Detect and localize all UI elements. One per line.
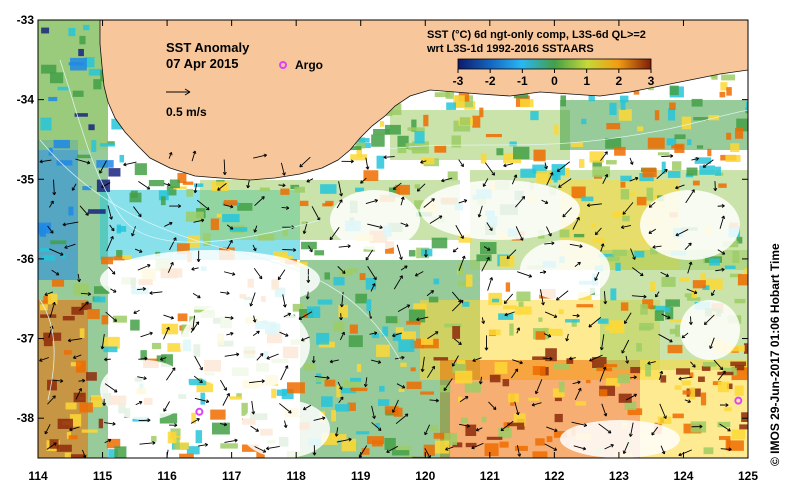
y-axis: -33-34-35-36-37-38 (17, 13, 748, 425)
colorbar-scale (457, 58, 652, 70)
colorbar-title-line1: SST (°C) 6d ngt-only comp, L3S-6d QL>=2 (427, 29, 646, 41)
x-tick-label: 115 (93, 469, 113, 483)
y-tick-label: -38 (17, 411, 35, 425)
x-axis: 114 115 116 117 118 119 120 121 122 123 124 125 (28, 20, 758, 483)
velocity-scale: 0.5 m/s (166, 88, 207, 119)
contour-lines (39, 59, 748, 401)
colorbar-tick-label: -2 (485, 74, 496, 88)
argo-float-marker (734, 396, 743, 405)
argo-float-marker (195, 407, 204, 416)
imos-credit: © IMOS 29-Jun-2017 01:06 Hobart Time (768, 243, 782, 466)
map-title: SST Anomaly (166, 40, 250, 55)
x-tick-label: 123 (609, 469, 629, 483)
x-tick-label: 122 (544, 469, 564, 483)
x-tick-label: 120 (415, 469, 435, 483)
x-tick-label: 125 (738, 469, 758, 483)
colorbar-tick-label: -1 (517, 74, 528, 88)
colorbar-tick-label: 0 (551, 74, 558, 88)
x-tick-label: 118 (287, 469, 307, 483)
argo-floats (195, 396, 743, 416)
x-tick-label: 117 (222, 469, 242, 483)
colorbar-tick-label: 2 (615, 74, 622, 88)
x-tick-label: 116 (157, 469, 177, 483)
x-tick-label: 124 (673, 469, 693, 483)
velocity-scale-label: 0.5 m/s (166, 105, 207, 119)
colorbar-ticks: -3 -2 -1 0 1 2 3 (453, 69, 655, 88)
plot-area (38, 20, 748, 458)
surface-current-arrows (39, 150, 732, 458)
argo-legend-label: Argo (295, 58, 323, 72)
y-tick-label: -33 (17, 13, 35, 27)
y-tick-label: -34 (17, 93, 35, 107)
argo-legend-marker (279, 61, 287, 69)
colorbar-tick-label: 1 (583, 74, 590, 88)
argo-legend: Argo (279, 58, 323, 72)
x-tick-label: 121 (480, 469, 500, 483)
y-tick-label: -36 (17, 252, 35, 266)
colorbar-title-line2: wrt L3S-1d 1992-2016 SSTAARS (426, 43, 594, 55)
plot-frame (37, 19, 749, 459)
colorbar: SST (°C) 6d ngt-only comp, L3S-6d QL>=2 … (426, 29, 655, 88)
colorbar-tick-label: 3 (648, 74, 655, 88)
x-tick-label: 119 (351, 469, 371, 483)
y-tick-label: -37 (17, 332, 35, 346)
colorbar-tick-label: -3 (453, 74, 464, 88)
y-tick-label: -35 (17, 172, 35, 186)
x-tick-label: 114 (28, 469, 48, 483)
map-date: 07 Apr 2015 (166, 56, 239, 71)
